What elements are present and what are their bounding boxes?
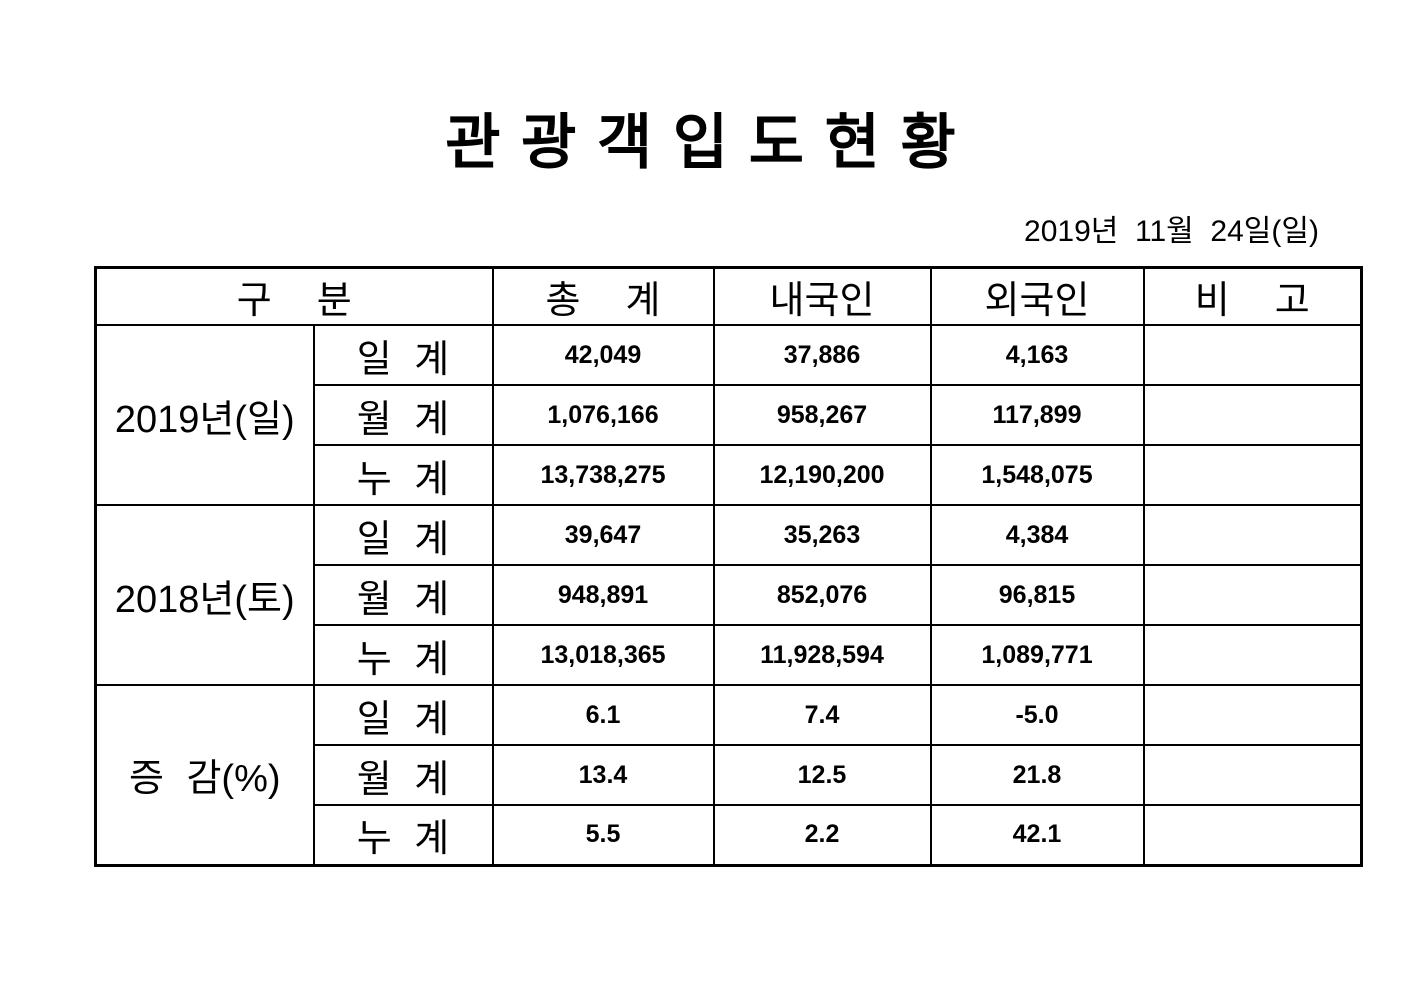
- value-foreign: 1,548,075: [929, 444, 1145, 506]
- page-title: 관 광 객 입 도 현 황: [445, 109, 958, 176]
- table-row: 2018년(토) 일 계 39,647 35,263 4,384: [94, 504, 1363, 686]
- value-total: 13.4: [491, 744, 715, 806]
- row-label-daily: 일 계: [312, 324, 494, 386]
- table-row: 누 계 13,738,275 12,190,200 1,548,075: [96, 444, 1363, 506]
- value-domestic: 12,190,200: [712, 444, 932, 506]
- value-domestic: 958,267: [712, 384, 932, 446]
- value-domestic: 7.4: [712, 684, 932, 746]
- row-label-cumulative: 누 계: [312, 624, 494, 686]
- remarks-cell: [1142, 804, 1363, 866]
- col-header-foreign: 외국인: [929, 266, 1145, 326]
- table-row: 누 계 5.5 2.2 42.1: [96, 804, 1363, 866]
- value-domestic: 12.5: [712, 744, 932, 806]
- table-row: 월 계 948,891 852,076 96,815: [96, 564, 1363, 626]
- table-row: 월 계 1,076,166 958,267 117,899: [96, 384, 1363, 446]
- value-domestic: 2.2: [712, 804, 932, 866]
- tourist-arrival-table: 구 분 총 계 내국인 외국인 비 고 2019년(일) 일 계 42,049 …: [94, 266, 1363, 867]
- value-foreign: -5.0: [929, 684, 1145, 746]
- row-label-monthly: 월 계: [312, 564, 494, 626]
- value-total: 13,738,275: [491, 444, 715, 506]
- value-domestic: 852,076: [712, 564, 932, 626]
- row-label-daily: 일 계: [312, 684, 494, 746]
- group-label-2019: 2019년(일): [94, 324, 315, 506]
- table-row: 누 계 13,018,365 11,928,594 1,089,771: [96, 624, 1363, 686]
- value-foreign: 4,163: [929, 324, 1145, 386]
- value-foreign: 117,899: [929, 384, 1145, 446]
- table-row: 증 감(%) 일 계 6.1 7.4 -5.0: [94, 684, 1363, 866]
- value-total: 39,647: [491, 504, 715, 566]
- value-total: 6.1: [491, 684, 715, 746]
- value-total: 42,049: [491, 324, 715, 386]
- value-domestic: 35,263: [712, 504, 932, 566]
- value-total: 5.5: [491, 804, 715, 866]
- row-label-monthly: 월 계: [312, 384, 494, 446]
- group-label-change-pct: 증 감(%): [94, 684, 315, 866]
- remarks-cell: [1142, 504, 1363, 566]
- group-label-2018: 2018년(토): [94, 504, 315, 686]
- value-total: 948,891: [491, 564, 715, 626]
- value-total: 1,076,166: [491, 384, 715, 446]
- value-foreign: 21.8: [929, 744, 1145, 806]
- remarks-cell: [1142, 744, 1363, 806]
- table-row: 월 계 13.4 12.5 21.8: [96, 744, 1363, 806]
- col-header-total: 총 계: [491, 266, 715, 326]
- value-total: 13,018,365: [491, 624, 715, 686]
- remarks-cell: [1142, 444, 1363, 506]
- remarks-cell: [1142, 324, 1363, 386]
- col-header-domestic: 내국인: [712, 266, 932, 326]
- row-label-cumulative: 누 계: [312, 804, 494, 866]
- value-foreign: 1,089,771: [929, 624, 1145, 686]
- col-header-category: 구 분: [94, 266, 494, 326]
- value-foreign: 4,384: [929, 504, 1145, 566]
- value-foreign: 96,815: [929, 564, 1145, 626]
- remarks-cell: [1142, 624, 1363, 686]
- row-label-monthly: 월 계: [312, 744, 494, 806]
- row-label-daily: 일 계: [312, 504, 494, 566]
- report-date: 2019년 11월 24일(일): [1024, 215, 1319, 248]
- remarks-cell: [1142, 384, 1363, 446]
- remarks-cell: [1142, 684, 1363, 746]
- remarks-cell: [1142, 564, 1363, 626]
- value-domestic: 11,928,594: [712, 624, 932, 686]
- table-header-row: 구 분 총 계 내국인 외국인 비 고: [94, 266, 1363, 326]
- col-header-remarks: 비 고: [1142, 266, 1363, 326]
- row-label-cumulative: 누 계: [312, 444, 494, 506]
- value-domestic: 37,886: [712, 324, 932, 386]
- table-row: 2019년(일) 일 계 42,049 37,886 4,163: [94, 324, 1363, 506]
- value-foreign: 42.1: [929, 804, 1145, 866]
